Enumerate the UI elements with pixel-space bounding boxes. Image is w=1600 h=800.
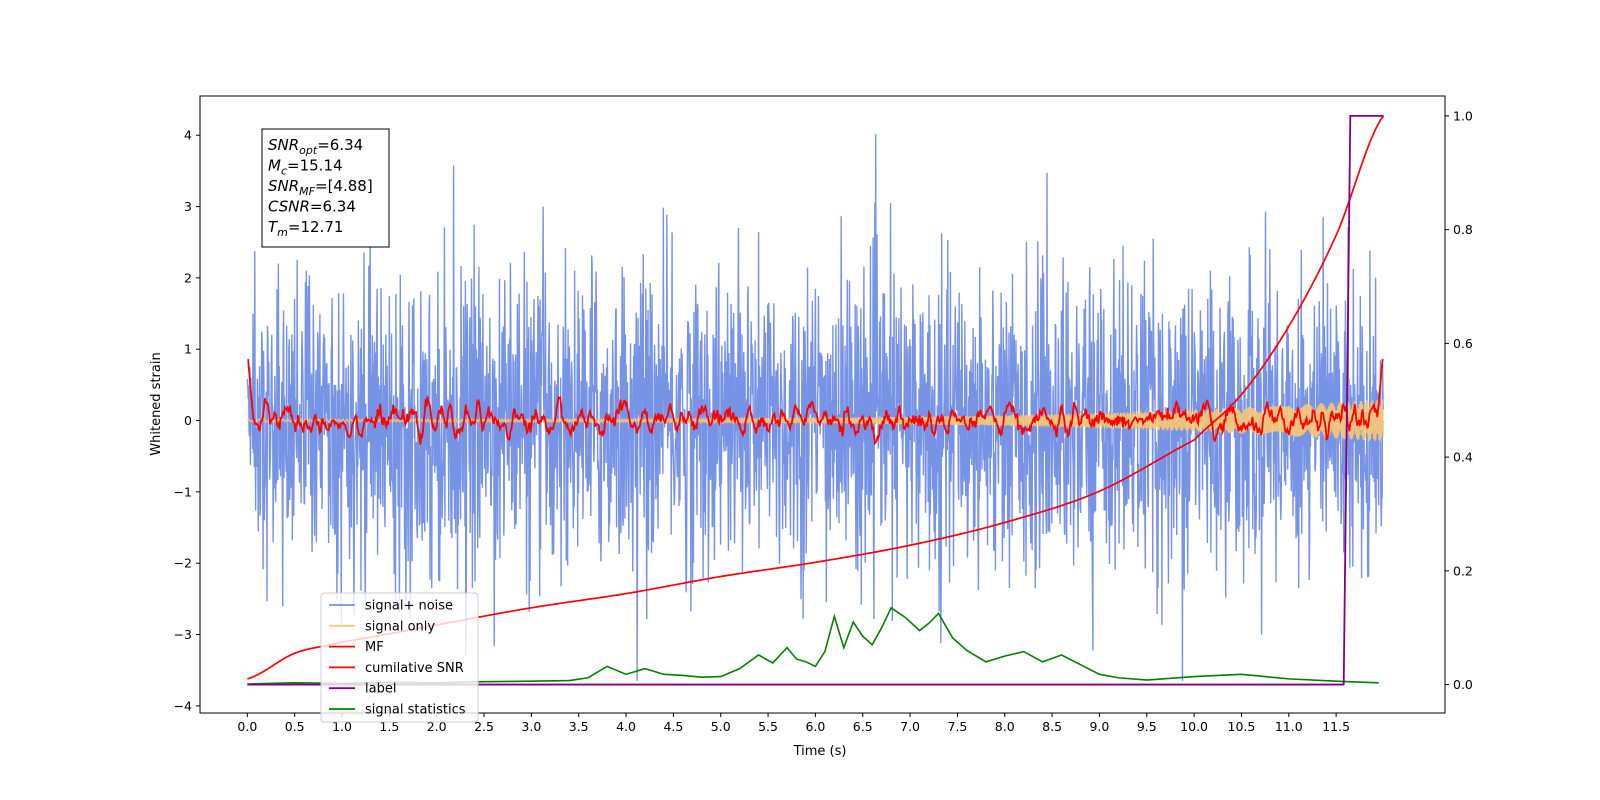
y-tick-label: 1 — [184, 342, 192, 357]
x-tick-label: 6.0 — [805, 719, 825, 734]
x-tick-label: 8.5 — [1042, 719, 1062, 734]
info-line: SNRMF=[4.88] — [268, 177, 373, 198]
legend: signal+ noise signal only MF cumilative SNR… — [320, 592, 479, 723]
x-tick-label: 2.0 — [427, 719, 447, 734]
y-tick-label: −2 — [174, 556, 192, 571]
legend-label-signal-only: signal only — [365, 619, 435, 634]
y-tick-label: 0 — [184, 413, 192, 428]
x-tick-label: 7.0 — [900, 719, 920, 734]
y2-tick-label: 1.0 — [1453, 108, 1473, 123]
y-tick-label: 4 — [184, 128, 192, 143]
x-tick-label: 0.5 — [285, 719, 305, 734]
x-tick-label: 11.5 — [1322, 719, 1350, 734]
y-tick-label: 2 — [184, 270, 192, 285]
y2-tick-label: 0.4 — [1453, 450, 1473, 465]
x-tick-label: 5.5 — [758, 719, 778, 734]
x-tick-label: 3.0 — [521, 719, 541, 734]
series-mf — [247, 359, 1384, 446]
legend-label-label: label — [365, 682, 396, 697]
y-tick-label: −4 — [174, 698, 192, 713]
y-axis-label: Whitened strain — [149, 352, 164, 455]
legend-label-cumilative-snr: cumilative SNR — [365, 661, 464, 676]
x-tick-label: 1.5 — [379, 719, 399, 734]
x-tick-label: 2.5 — [474, 719, 494, 734]
legend-label-mf: MF — [365, 640, 384, 655]
y2-tick-label: 0.0 — [1453, 677, 1473, 692]
axes-frame — [199, 95, 1446, 714]
x-tick-label: 0.0 — [237, 719, 257, 734]
y-tick-label: −3 — [174, 627, 192, 642]
x-tick-label: 6.5 — [853, 719, 873, 734]
x-tick-label: 8.0 — [995, 719, 1015, 734]
legend-label-signal-statistics: signal statistics — [365, 703, 466, 718]
y-tick-label: −1 — [174, 484, 192, 499]
legend-label-signal-noise: signal+ noise — [365, 599, 453, 614]
series-label — [247, 115, 1384, 686]
info-line: Tm=12.71 — [268, 218, 343, 239]
x-tick-label: 9.5 — [1137, 719, 1157, 734]
x-tick-label: 10.5 — [1228, 719, 1256, 734]
info-line: SNRopt=6.34 — [268, 136, 363, 157]
x-tick-label: 7.5 — [947, 719, 967, 734]
y2-tick-label: 0.6 — [1453, 336, 1473, 351]
series-signal-statistics — [247, 606, 1379, 685]
x-axis-label: Time (s) — [793, 744, 847, 759]
info-line: Mc=15.14 — [268, 157, 343, 178]
ticks-layer: 0.0 0.5 1.0 1.5 2.0 2.5 3.0 3.5 4.0 4.5 5.0 5.5 6.0 6… — [174, 108, 1473, 734]
y-tick-label: 3 — [184, 199, 192, 214]
x-tick-label: 11.0 — [1275, 719, 1303, 734]
y2-tick-label: 0.2 — [1453, 563, 1473, 578]
legend-frame — [320, 592, 479, 723]
x-tick-label: 4.5 — [663, 719, 683, 734]
x-tick-label: 3.5 — [569, 719, 589, 734]
y2-tick-label: 0.8 — [1453, 222, 1473, 237]
x-tick-label: 9.0 — [1089, 719, 1109, 734]
x-tick-label: 1.0 — [332, 719, 352, 734]
x-tick-label: 10.0 — [1180, 719, 1208, 734]
info-box: SNRopt=6.34Mc=15.14SNRMF=[4.88]CSNR=6.34… — [261, 128, 390, 248]
info-line: CSNR=6.34 — [268, 198, 356, 216]
info-box-frame — [261, 128, 390, 248]
x-tick-label: 4.0 — [616, 719, 636, 734]
x-tick-label: 5.0 — [711, 719, 731, 734]
